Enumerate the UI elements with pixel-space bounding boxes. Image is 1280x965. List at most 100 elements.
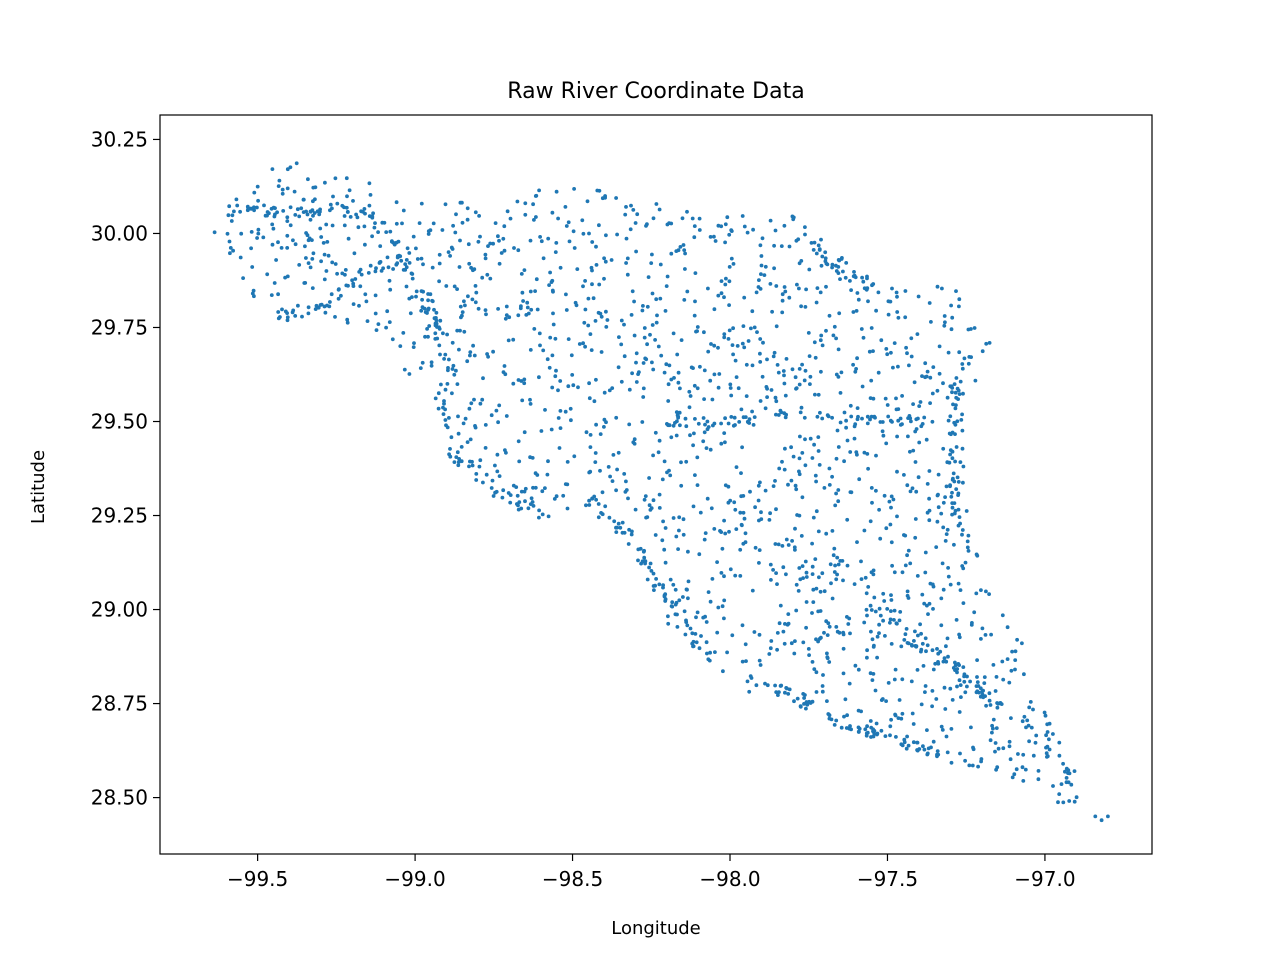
scatter-point bbox=[686, 596, 690, 601]
scatter-point bbox=[956, 388, 961, 393]
scatter-point bbox=[720, 546, 725, 551]
scatter-point bbox=[447, 357, 451, 362]
scatter-point bbox=[466, 294, 470, 299]
scatter-point bbox=[814, 509, 819, 514]
scatter-point bbox=[936, 492, 940, 497]
scatter-point bbox=[789, 478, 794, 483]
scatter-point bbox=[599, 511, 603, 515]
scatter-point bbox=[779, 683, 784, 688]
scatter-point bbox=[741, 324, 746, 328]
scatter-point bbox=[818, 338, 823, 343]
scatter-point bbox=[1056, 800, 1060, 805]
scatter-point bbox=[359, 272, 364, 277]
scatter-point bbox=[1016, 752, 1020, 756]
scatter-point bbox=[528, 397, 532, 402]
scatter-point bbox=[822, 589, 827, 594]
scatter-point bbox=[884, 347, 889, 351]
scatter-point bbox=[802, 696, 806, 700]
scatter-point bbox=[276, 184, 281, 189]
scatter-point bbox=[841, 630, 846, 635]
scatter-point bbox=[895, 469, 899, 474]
scatter-point bbox=[635, 212, 640, 217]
scatter-point bbox=[605, 318, 610, 322]
scatter-point bbox=[493, 463, 497, 468]
scatter-point bbox=[954, 618, 959, 622]
scatter-point bbox=[859, 559, 863, 564]
scatter-point bbox=[718, 529, 722, 533]
scatter-point bbox=[888, 733, 892, 738]
scatter-point bbox=[295, 207, 300, 212]
scatter-point bbox=[753, 545, 758, 550]
scatter-point bbox=[554, 368, 558, 373]
scatter-point bbox=[912, 380, 917, 385]
scatter-point bbox=[500, 495, 505, 500]
scatter-point bbox=[782, 223, 787, 228]
scatter-point bbox=[550, 210, 555, 215]
scatter-point bbox=[634, 360, 638, 365]
scatter-point bbox=[719, 421, 723, 426]
scatter-point bbox=[716, 385, 721, 390]
scatter-point bbox=[827, 716, 832, 721]
scatter-point bbox=[442, 357, 446, 361]
scatter-point bbox=[832, 570, 837, 574]
scatter-point bbox=[843, 697, 848, 702]
scatter-point bbox=[535, 307, 540, 312]
scatter-point bbox=[732, 415, 737, 420]
scatter-point bbox=[889, 494, 894, 499]
x-tick-label: −97.0 bbox=[1014, 867, 1075, 891]
scatter-point bbox=[868, 519, 873, 524]
scatter-point bbox=[973, 378, 978, 383]
scatter-point bbox=[990, 730, 994, 735]
scatter-point bbox=[387, 278, 392, 283]
scatter-point bbox=[627, 422, 632, 427]
scatter-point bbox=[539, 429, 544, 433]
scatter-point bbox=[273, 212, 277, 217]
scatter-point bbox=[870, 678, 875, 682]
scatter-point bbox=[685, 623, 690, 628]
scatter-point bbox=[865, 655, 869, 660]
scatter-point bbox=[645, 222, 649, 227]
scatter-point bbox=[677, 528, 681, 533]
scatter-point bbox=[438, 352, 442, 357]
scatter-point bbox=[322, 277, 327, 282]
scatter-point bbox=[953, 459, 957, 464]
scatter-point bbox=[351, 302, 356, 306]
scatter-point bbox=[928, 375, 933, 380]
scatter-point bbox=[701, 439, 706, 444]
scatter-point bbox=[571, 229, 576, 234]
scatter-point bbox=[837, 630, 842, 635]
scatter-point bbox=[583, 344, 587, 349]
scatter-point bbox=[363, 211, 367, 216]
scatter-point bbox=[695, 325, 700, 329]
scatter-point bbox=[762, 273, 767, 277]
scatter-point bbox=[836, 265, 841, 269]
scatter-point bbox=[895, 514, 899, 519]
scatter-point bbox=[792, 651, 797, 656]
scatter-point bbox=[865, 414, 870, 419]
scatter-point bbox=[523, 201, 528, 206]
scatter-point bbox=[437, 261, 442, 266]
scatter-point bbox=[917, 747, 922, 751]
scatter-point bbox=[584, 430, 589, 435]
scatter-point bbox=[956, 507, 961, 512]
scatter-point bbox=[750, 309, 755, 314]
scatter-point bbox=[596, 502, 601, 506]
scatter-point bbox=[667, 363, 672, 368]
scatter-point bbox=[930, 689, 935, 693]
scatter-point bbox=[444, 284, 449, 288]
scatter-point bbox=[404, 284, 409, 289]
scatter-point bbox=[374, 266, 378, 271]
scatter-point bbox=[534, 215, 538, 219]
scatter-point bbox=[916, 475, 921, 480]
scatter-point bbox=[669, 377, 674, 382]
scatter-point bbox=[489, 486, 494, 490]
scatter-point bbox=[723, 416, 727, 421]
scatter-point bbox=[860, 275, 864, 280]
scatter-point bbox=[943, 320, 947, 325]
scatter-point bbox=[574, 303, 579, 308]
scatter-point bbox=[657, 506, 662, 510]
scatter-point bbox=[1020, 765, 1025, 770]
scatter-point bbox=[496, 420, 500, 425]
scatter-point bbox=[516, 439, 521, 444]
scatter-point bbox=[688, 433, 692, 438]
